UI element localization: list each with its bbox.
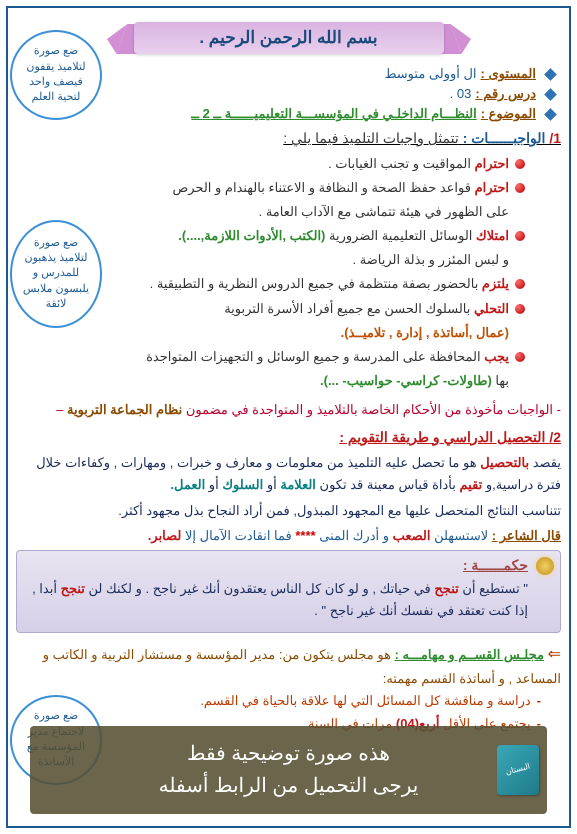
side-note-1-text: ضع صورة لتلاميذ يقفون فيصف واحد لتحية ال… — [20, 44, 92, 106]
side-note-1: ضع صورة لتلاميذ يقفون فيصف واحد لتحية ال… — [10, 30, 102, 120]
poet-d: فما انقادت الآمال إلا — [181, 528, 291, 543]
p1h: السلوك — [222, 477, 263, 492]
p1d: تقيم — [460, 477, 483, 492]
subject-label: الموضوع : — [481, 106, 536, 122]
watermark-overlay: هذه صورة توضيحية فقط يرجى التحميل من الر… — [30, 726, 547, 814]
wisdom-title: حكمــــــة : — [27, 557, 550, 574]
section1-num: 1/ — [549, 130, 561, 146]
p1b: بالتحصيل — [480, 455, 529, 470]
poet-e: لصابر. — [148, 528, 182, 543]
bullet-icon — [515, 352, 525, 362]
page-content: بسم الله الرحمن الرحيم . المستوى : ال أو… — [8, 8, 569, 826]
section2-para2: تتناسب النتائج المتحصل عليها مع المجهود … — [16, 500, 561, 522]
level-label: المستوى : — [481, 66, 536, 82]
duty-text: على الظهور في هيئة تتماشى مع الآداب العا… — [259, 201, 509, 223]
council-title: مجلـس القســم و مهامـــه : — [395, 647, 544, 662]
poet-a: لاستسهلن — [431, 528, 489, 543]
side-note-2-text: ضع صورة لتلاميذ يذهبون للمدرس و يلبسون م… — [20, 236, 92, 313]
bullet-icon — [515, 304, 525, 314]
wisdom-text: " تستطيع أن تنجح في حياتك , و لو كان كل … — [27, 578, 550, 622]
duty-text: و لبس المئزر و بذلة الرياضة . — [353, 249, 509, 271]
duty-text: احترام المواقيت و تجنب الغيابات . — [328, 153, 509, 175]
section2-para1: يقصد بالتحصيل هو ما تحصل عليه التلميذ من… — [16, 452, 561, 496]
p1j: العمل. — [170, 477, 205, 492]
p1i: أو — [205, 477, 219, 492]
lesson-value: 03 . — [450, 86, 472, 101]
w1: " تستطيع أن — [459, 581, 528, 596]
section1-intro: تتمثل واجبات التلميذ فيما يلي : — [283, 130, 459, 146]
duties-note: - الواجبات مأخوذة من الأحكام الخاصة بالت… — [16, 400, 561, 421]
duty-text: التحلي بالسلوك الحسن مع جميع أفراد الأسر… — [224, 298, 509, 320]
p1a: يقصد — [529, 455, 561, 470]
poet-stars: **** — [295, 528, 315, 543]
duty-text: امتلاك الوسائل التعليمية الضرورية (الكتب… — [178, 225, 509, 247]
overlay-line2: يرجى التحميل من الرابط أسفله — [40, 770, 537, 802]
level-value: ال أوولى متوسط — [384, 66, 476, 82]
p1g: أو — [263, 477, 277, 492]
poet-label: قال الشاعر : — [492, 528, 561, 543]
section2-title: التحصيل الدراسي و طريقة التقويم : — [339, 429, 545, 445]
w4: تنجح — [61, 581, 85, 596]
w3: في حياتك , و لو كان كل الناس يعتقدون أنك… — [85, 581, 431, 596]
section2-heading: 2/ التحصيل الدراسي و طريقة التقويم : — [16, 429, 561, 446]
title-banner: بسم الله الرحمن الرحيم . — [134, 22, 444, 54]
council-item1-text: دراسة و مناقشة كل المسائل التي لها علاقة… — [200, 690, 530, 712]
p1f: العلامة — [280, 477, 316, 492]
wisdom-box: حكمــــــة : " تستطيع أن تنجح في حياتك ,… — [16, 550, 561, 633]
section1-title: الواجبــــــات : — [463, 130, 546, 146]
note-end: – — [56, 402, 63, 417]
duty-text: احترام قواعد حفظ الصحة و النظافة و الاعت… — [173, 177, 509, 199]
note-pre: - الواجبات مأخوذة من الأحكام الخاصة بالت… — [182, 402, 561, 417]
duty-item: على الظهور في هيئة تتماشى مع الآداب العا… — [16, 201, 525, 223]
duty-text: يجب المحافظة على المدرسة و جميع الوسائل … — [146, 346, 509, 368]
subject-value: النظـــام الداخلـي في المؤسســـة التعليم… — [191, 106, 476, 122]
section2-num: 2/ — [549, 429, 561, 445]
overlay-line1: هذه صورة توضيحية فقط — [40, 738, 537, 770]
duty-text: يلتزم بالحضور بصفة منتظمة في جميع الدروس… — [150, 273, 509, 295]
section1-heading: 1/ الواجبــــــات : تتمثل واجبات التلميذ… — [16, 130, 561, 147]
duty-text: (عمال ,أساتذة , إدارة , تلاميــذ). — [341, 322, 509, 344]
council-intro: ⇐ مجلـس القســم و مهامـــه : هو مجلس يتك… — [16, 641, 561, 690]
diamond-icon — [544, 88, 557, 101]
side-note-2: ضع صورة لتلاميذ يذهبون للمدرس و يلبسون م… — [10, 220, 102, 328]
bullet-icon — [515, 279, 525, 289]
arrow-icon: ⇐ — [548, 646, 561, 663]
poet-line: قال الشاعر : لاستسهلن الصعب و أدرك المنى… — [16, 528, 561, 544]
duty-text: بها (طاولات- كراسي- حواسيب- ...). — [320, 370, 509, 392]
lightbulb-icon — [536, 557, 554, 575]
duty-item: (عمال ,أساتذة , إدارة , تلاميــذ). — [16, 322, 525, 344]
lesson-label: درس رقم : — [475, 86, 536, 102]
duty-item: بها (طاولات- كراسي- حواسيب- ...). — [16, 370, 525, 392]
duty-item: يجب المحافظة على المدرسة و جميع الوسائل … — [16, 346, 525, 368]
bullet-icon — [515, 231, 525, 241]
bismillah-title: بسم الله الرحمن الرحيم . — [199, 28, 377, 47]
w2: تنجح — [434, 581, 458, 596]
diamond-icon — [544, 68, 557, 81]
diamond-icon — [544, 108, 557, 121]
duty-item: احترام قواعد حفظ الصحة و النظافة و الاعت… — [16, 177, 525, 199]
council-item-1: دراسة و مناقشة كل المسائل التي لها علاقة… — [16, 690, 541, 712]
note-bold: نظام الجماعة التربوية — [67, 402, 182, 417]
bullet-icon — [515, 159, 525, 169]
duty-item: احترام المواقيت و تجنب الغيابات . — [16, 153, 525, 175]
bullet-icon — [515, 183, 525, 193]
meta-subject: الموضوع : النظـــام الداخلـي في المؤسســ… — [16, 106, 561, 122]
poet-c: و أدرك المنى — [316, 528, 389, 543]
p1e: بأداة قياس معينة قد تكون — [316, 477, 456, 492]
logo-icon — [497, 745, 539, 795]
title-box: بسم الله الرحمن الرحيم . — [134, 22, 444, 54]
poet-b: الصعب — [393, 528, 431, 543]
